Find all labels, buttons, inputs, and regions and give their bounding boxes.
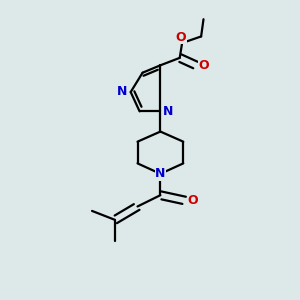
Text: N: N bbox=[163, 106, 173, 118]
Text: O: O bbox=[199, 59, 209, 72]
Text: N: N bbox=[155, 167, 166, 180]
Text: N: N bbox=[117, 85, 128, 98]
Text: O: O bbox=[188, 194, 198, 207]
Text: O: O bbox=[175, 31, 186, 44]
